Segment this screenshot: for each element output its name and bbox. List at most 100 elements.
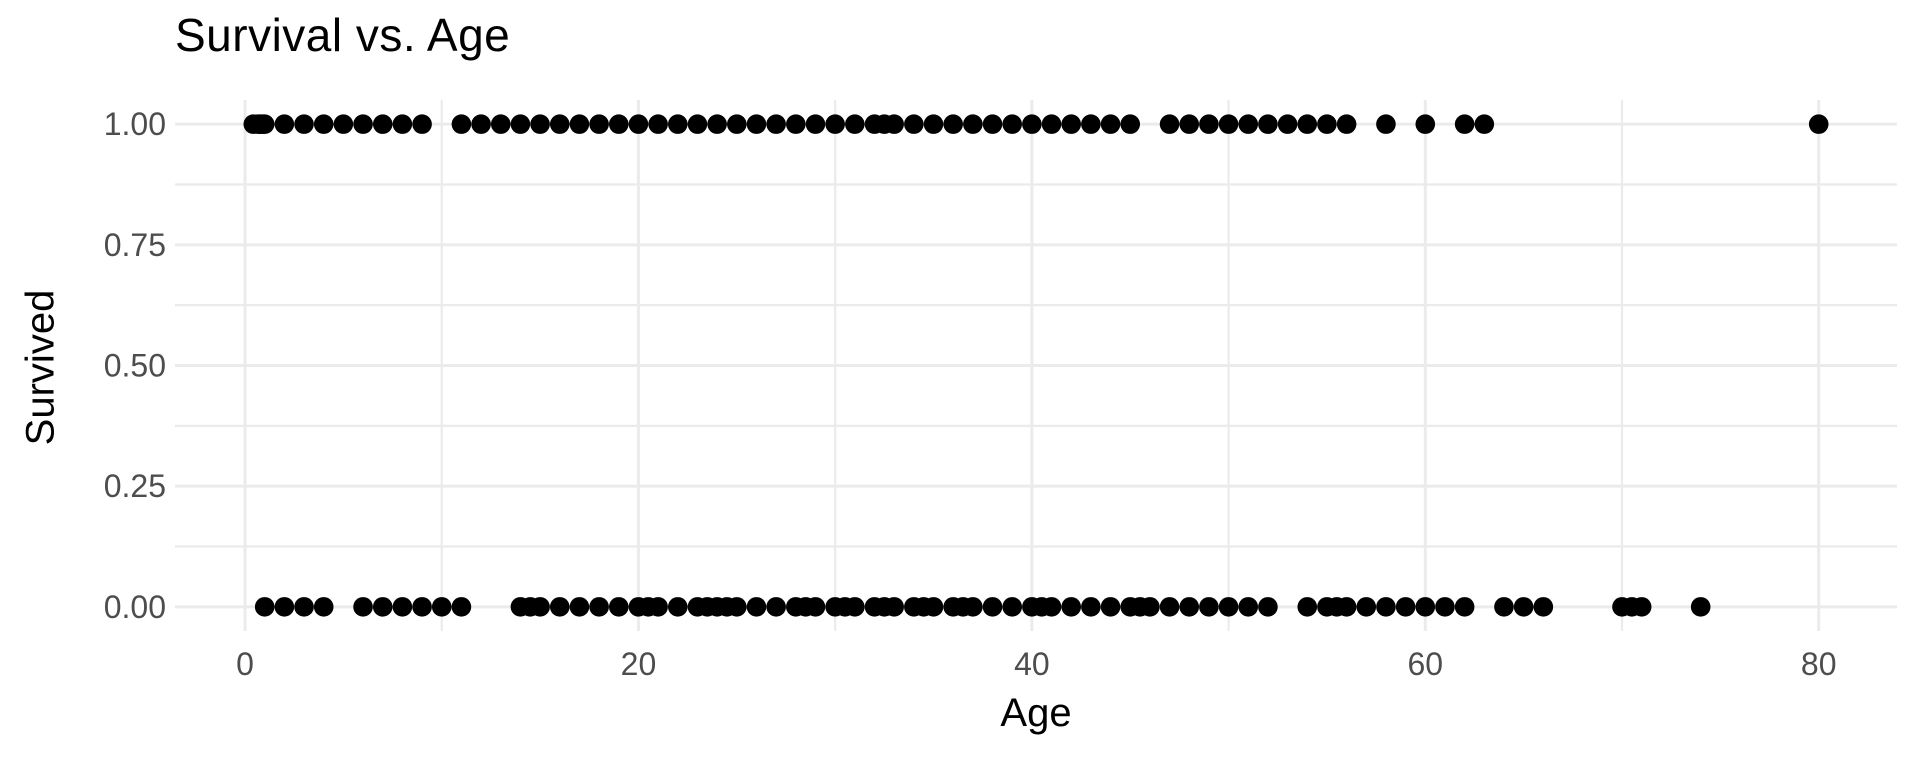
data-point <box>412 114 432 134</box>
data-point <box>628 114 649 134</box>
data-point <box>1376 114 1396 134</box>
data-point <box>1218 114 1239 134</box>
data-point <box>1808 114 1829 134</box>
data-point <box>333 114 354 134</box>
data-point <box>1336 114 1357 134</box>
data-point <box>353 597 373 617</box>
data-point <box>451 114 472 134</box>
data-point <box>589 114 609 134</box>
data-point <box>1533 597 1554 617</box>
data-point <box>1022 114 1042 134</box>
data-point <box>1297 114 1318 134</box>
data-point <box>530 114 550 134</box>
data-point <box>982 597 1003 617</box>
data-point <box>1199 114 1219 134</box>
data-point <box>313 597 334 617</box>
data-point <box>1454 114 1475 134</box>
data-point <box>510 114 531 134</box>
data-point <box>569 114 590 134</box>
data-point <box>549 114 570 134</box>
data-point <box>353 114 373 134</box>
data-point <box>1199 597 1219 617</box>
data-point <box>1435 597 1455 617</box>
data-point <box>884 114 904 134</box>
data-point <box>1041 597 1062 617</box>
y-tick-label: 0.25 <box>104 468 166 504</box>
data-point <box>608 597 629 617</box>
data-point <box>943 114 963 134</box>
data-point <box>1218 597 1239 617</box>
data-point <box>1238 114 1259 134</box>
data-point <box>569 597 590 617</box>
data-point <box>766 114 786 134</box>
data-point <box>746 114 767 134</box>
data-point <box>1474 114 1495 134</box>
data-point <box>530 597 550 617</box>
data-point <box>845 114 865 134</box>
data-point <box>1631 597 1652 617</box>
data-point <box>313 114 334 134</box>
data-point <box>786 114 806 134</box>
data-point <box>1061 597 1082 617</box>
data-point <box>1415 597 1436 617</box>
data-point <box>1317 114 1337 134</box>
data-point <box>667 597 688 617</box>
data-point <box>1081 114 1101 134</box>
data-point <box>1454 597 1475 617</box>
data-point <box>274 114 295 134</box>
data-point <box>471 114 491 134</box>
data-point <box>589 597 609 617</box>
data-point <box>845 597 865 617</box>
y-tick-label: 1.00 <box>104 106 166 142</box>
data-point <box>490 114 511 134</box>
data-point <box>294 597 314 617</box>
y-tick-label: 0.50 <box>104 348 166 384</box>
data-point <box>1356 597 1377 617</box>
data-point <box>648 597 668 617</box>
data-point <box>1120 114 1141 134</box>
data-point <box>372 114 393 134</box>
data-point <box>1277 114 1298 134</box>
data-point <box>1100 114 1121 134</box>
data-point <box>1297 597 1318 617</box>
data-point <box>451 597 472 617</box>
data-point <box>805 114 826 134</box>
data-point <box>766 597 786 617</box>
data-point <box>884 597 904 617</box>
data-point <box>982 114 1003 134</box>
data-point <box>1159 597 1180 617</box>
data-point <box>1258 114 1278 134</box>
data-point <box>608 114 629 134</box>
data-point <box>392 114 413 134</box>
data-point <box>746 597 767 617</box>
data-point <box>1690 597 1711 617</box>
x-tick-label: 0 <box>236 646 254 682</box>
data-point <box>1002 114 1022 134</box>
data-point <box>1159 114 1180 134</box>
data-point <box>274 597 295 617</box>
x-tick-label: 40 <box>1014 646 1050 682</box>
data-point <box>963 114 983 134</box>
data-point <box>1179 597 1200 617</box>
y-tick-label: 0.75 <box>104 227 166 263</box>
data-point <box>1494 597 1514 617</box>
data-point <box>1002 597 1022 617</box>
data-point <box>687 114 708 134</box>
data-point <box>904 114 924 134</box>
data-point <box>923 597 944 617</box>
data-point <box>412 597 432 617</box>
data-point <box>1179 114 1200 134</box>
data-point <box>1061 114 1082 134</box>
x-tick-label: 20 <box>621 646 657 682</box>
data-point <box>431 597 452 617</box>
x-tick-label: 80 <box>1801 646 1837 682</box>
data-point <box>1336 597 1357 617</box>
data-point <box>549 597 570 617</box>
data-point <box>707 114 727 134</box>
data-point <box>254 114 275 134</box>
data-point <box>372 597 393 617</box>
data-point <box>1376 597 1396 617</box>
data-point <box>825 114 845 134</box>
